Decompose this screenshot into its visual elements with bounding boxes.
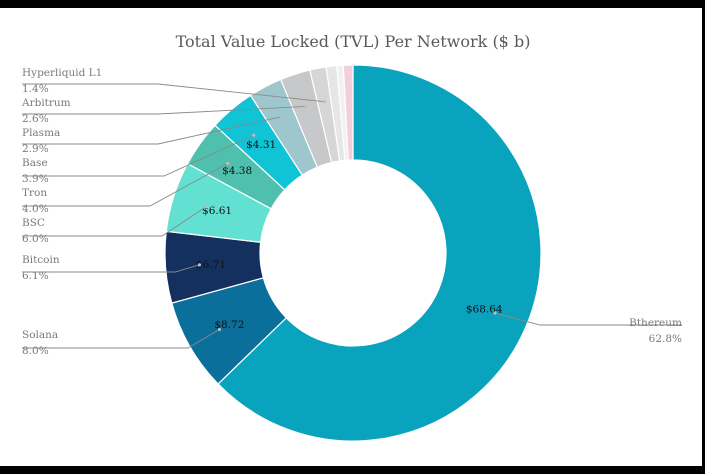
leader-dot <box>217 327 221 332</box>
category-label-arbitrum: Arbitrum <box>21 97 71 109</box>
percent-label-bthereum: 62.8% <box>649 333 682 345</box>
leader-hyperliquid-l1 <box>22 83 325 103</box>
leader-dot <box>303 104 308 109</box>
category-labels: Bthereum 62.8% Solana 8.0% Bitcoin 6.1% BSC 6.0… <box>21 67 682 357</box>
donut-slices <box>164 64 542 442</box>
category-label-bitcoin: Bitcoin <box>22 254 60 266</box>
leader-dot <box>252 133 256 137</box>
percent-label-tron: 4.0% <box>22 203 49 215</box>
percent-label-hyperliquid-l1: 1.4% <box>22 83 49 95</box>
percent-label-plasma: 2.9% <box>22 143 49 155</box>
percent-label-bitcoin: 6.1% <box>22 270 49 282</box>
value-label: $4.38 <box>222 165 252 177</box>
category-label-bthereum: Bthereum <box>629 317 682 329</box>
category-label-bsc: BSC <box>22 217 45 229</box>
slice-other-11 <box>342 64 354 161</box>
leader-solana <box>22 329 220 349</box>
category-label-plasma: Plasma <box>22 127 60 139</box>
leader-arbitrum <box>22 106 306 115</box>
chart-title: Total Value Locked (TVL) Per Network ($ … <box>176 32 531 51</box>
leader-dot <box>279 115 283 119</box>
leader-dot <box>493 311 497 315</box>
value-label: $8.72 <box>214 319 244 331</box>
percent-label-arbitrum: 2.6% <box>22 113 49 125</box>
leader-base <box>22 134 254 177</box>
value-label: $6.71 <box>196 259 226 271</box>
slice-bthereum <box>217 64 542 442</box>
leader-bthereum <box>494 312 682 326</box>
leader-lines <box>22 83 682 349</box>
leader-dot <box>322 100 326 104</box>
percent-label-bsc: 6.0% <box>22 233 49 245</box>
leader-dot <box>204 205 208 209</box>
percent-label-base: 3.9% <box>22 173 49 185</box>
chart-panel: Total Value Locked (TVL) Per Network ($ … <box>0 8 702 466</box>
leader-dot <box>197 263 202 267</box>
category-label-hyperliquid-l1: Hyperliquid L1 <box>22 67 102 79</box>
category-label-tron: Tron <box>22 187 47 199</box>
category-label-solana: Solana <box>22 329 58 341</box>
leader-plasma <box>22 116 282 145</box>
tvl-donut-chart: Total Value Locked (TVL) Per Network ($ … <box>21 32 682 442</box>
category-label-base: Base <box>22 157 48 169</box>
leader-tron <box>22 163 228 207</box>
percent-label-solana: 8.0% <box>22 345 49 357</box>
value-label: $6.61 <box>202 205 232 217</box>
leader-dot <box>226 161 230 166</box>
leader-bitcoin <box>22 264 200 273</box>
leader-bsc <box>22 206 207 237</box>
value-label: $4.31 <box>246 139 276 151</box>
